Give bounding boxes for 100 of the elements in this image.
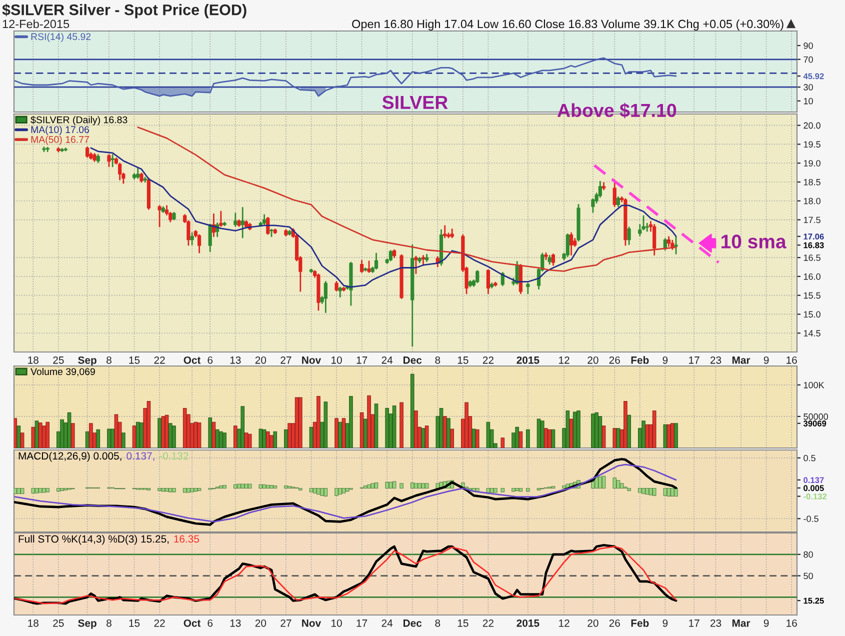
x-tick-label: Oct <box>184 356 201 364</box>
x-tick-label: 25 <box>53 619 64 627</box>
bar <box>270 484 274 489</box>
bar <box>208 417 212 448</box>
bar <box>674 488 678 497</box>
y-tick-label: 16.0 <box>804 273 820 280</box>
bar <box>624 401 628 448</box>
x-tick-label: 12 <box>559 619 570 627</box>
bar <box>486 422 490 448</box>
y-tick-label: -0.5 <box>804 516 818 522</box>
text: -0.132 <box>160 452 188 460</box>
bar <box>464 402 468 448</box>
x-tick-label: 27 <box>280 356 292 364</box>
annotation: SILVER <box>382 96 448 110</box>
x-tick-label: 2015 <box>516 356 540 364</box>
x-tick-label: 17 <box>356 356 368 364</box>
bar <box>360 412 364 448</box>
bar <box>515 488 520 491</box>
text: 16.35 <box>174 535 200 543</box>
bar <box>566 410 570 448</box>
x-tick-label: 20 <box>588 619 598 627</box>
y-tick-label: 70 <box>804 56 813 63</box>
x-tick-label: 6 <box>208 619 213 627</box>
bar <box>450 428 454 448</box>
bar <box>562 486 566 489</box>
bar <box>572 412 577 448</box>
y-tick-label: 17.5 <box>804 216 820 224</box>
x-tick-label: 22 <box>154 619 165 627</box>
bar <box>364 486 368 489</box>
bar <box>385 408 389 448</box>
bar <box>612 478 617 489</box>
x-tick-label: 17 <box>356 620 368 627</box>
x-tick-label: 13 <box>230 619 241 627</box>
candlestick <box>652 224 656 256</box>
bar <box>34 488 39 494</box>
bar <box>248 484 252 489</box>
bar <box>439 408 444 448</box>
candlestick <box>158 205 162 228</box>
x-tick-label: 15 <box>458 356 468 364</box>
bar <box>652 410 656 448</box>
bar <box>273 431 278 448</box>
candlestick <box>414 256 418 274</box>
bar <box>436 483 440 489</box>
y-tick-label: 16.5 <box>804 254 820 261</box>
bar <box>60 488 64 491</box>
bar <box>392 405 396 448</box>
y-tick-label: 30 <box>804 84 813 90</box>
bar <box>222 432 226 448</box>
bar <box>240 484 245 489</box>
bar <box>475 429 480 448</box>
bar <box>164 414 169 448</box>
bar <box>70 423 75 448</box>
candlestick <box>107 154 111 168</box>
candlestick <box>388 250 392 262</box>
bar <box>518 488 523 492</box>
bar <box>442 416 447 448</box>
bar <box>388 482 393 489</box>
bar <box>182 408 187 448</box>
bar <box>385 482 389 489</box>
bar <box>374 404 378 448</box>
bar <box>512 488 516 492</box>
bar <box>161 488 166 492</box>
bar <box>294 397 299 448</box>
bar <box>219 431 223 448</box>
bar <box>421 483 426 489</box>
candlestick <box>110 154 114 168</box>
x-tick-label: 18 <box>28 356 38 364</box>
bar <box>540 420 544 448</box>
x-tick-label: 17 <box>689 356 700 364</box>
x-tick-label: 8 <box>435 619 440 627</box>
bar <box>674 423 678 448</box>
bar <box>233 426 238 448</box>
bar <box>446 418 450 448</box>
chart-subtitle: 12-Feb-2015 <box>2 20 70 28</box>
bar <box>620 483 624 489</box>
bar <box>258 428 263 448</box>
bar <box>31 426 36 448</box>
y-tick-label: 17.06 <box>804 234 824 240</box>
x-tick-label: 22 <box>482 619 494 627</box>
x-tick-label: 8 <box>106 356 112 364</box>
x-tick-label: 16 <box>786 619 797 627</box>
y-tick-label: 0.005 <box>804 485 824 492</box>
legend-label: MA(50) 16.77 <box>31 136 89 145</box>
candlestick <box>476 270 480 284</box>
y-tick-label: 0.137 <box>804 477 824 484</box>
bar <box>222 484 226 489</box>
bar <box>194 488 198 492</box>
x-tick-label: 8 <box>435 356 440 364</box>
bar <box>526 429 530 448</box>
x-tick-label: 13 <box>230 356 241 364</box>
x-tick-label: 6 <box>208 356 213 364</box>
x-tick-label: Feb <box>631 356 649 364</box>
candlestick <box>234 212 238 227</box>
y-tick-label: 20.0 <box>804 122 820 129</box>
x-tick-label: 16 <box>786 356 797 364</box>
bar <box>46 422 50 448</box>
bar <box>638 488 642 493</box>
x-tick-label: 9 <box>662 356 668 364</box>
candlestick <box>566 233 570 258</box>
bar <box>591 414 595 448</box>
